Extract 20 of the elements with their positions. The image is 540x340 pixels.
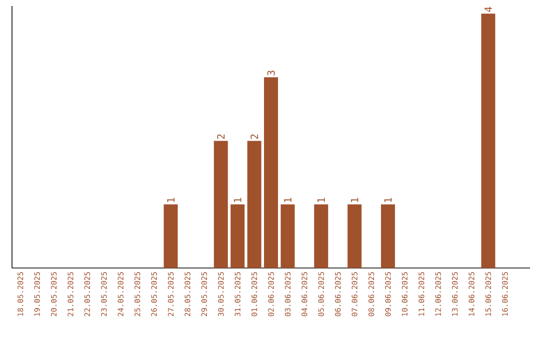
data-label: 1 <box>350 198 358 202</box>
bar <box>247 140 262 268</box>
data-label: 1 <box>167 198 174 202</box>
bar <box>164 204 178 268</box>
bar <box>481 14 496 268</box>
data-label: 4 <box>484 6 492 12</box>
data-label: 1 <box>234 198 242 202</box>
bar <box>348 204 362 268</box>
bar <box>264 77 278 268</box>
data-label: 2 <box>217 134 225 139</box>
data-label: 3 <box>267 70 275 76</box>
bar <box>380 204 395 268</box>
data-label: 1 <box>284 198 292 202</box>
data-label: 2 <box>250 134 258 139</box>
data-label: 1 <box>317 198 325 202</box>
bar <box>214 140 228 268</box>
bar <box>230 204 245 268</box>
bar <box>280 204 295 268</box>
bar <box>314 204 328 268</box>
data-label: 1 <box>384 198 392 202</box>
